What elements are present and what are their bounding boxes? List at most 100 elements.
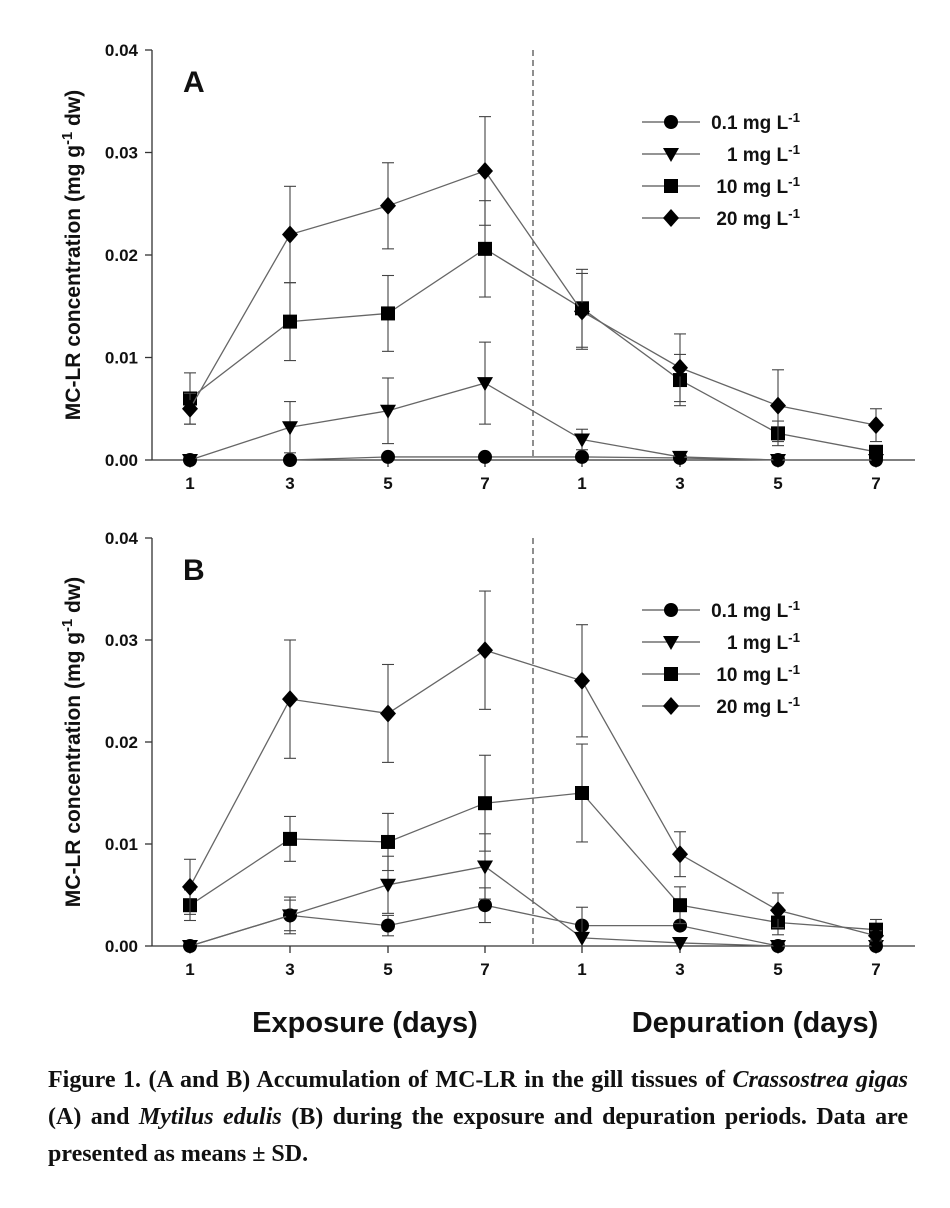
x-tick-label: 7 (871, 960, 880, 979)
data-point (770, 454, 786, 468)
data-point (182, 877, 198, 896)
data-point (380, 878, 396, 893)
series-line (189, 170, 877, 426)
legend-label: 0.1 mg L-1 (711, 110, 801, 135)
y-tick-label: 0.04 (105, 529, 139, 548)
data-point (672, 936, 688, 951)
legend-marker (663, 636, 679, 650)
data-point (282, 225, 298, 244)
data-point (478, 241, 492, 256)
x-tick-label: 7 (480, 474, 489, 493)
legend-label: 1 mg L-1 (727, 630, 801, 655)
y-axis-title: MC-LR concentration (mg g-1 dw) (60, 577, 85, 907)
data-point (381, 306, 395, 321)
x-tick-label: 1 (185, 474, 194, 493)
data-point (673, 918, 687, 933)
x-tick-label: 7 (480, 960, 489, 979)
data-point (477, 641, 493, 660)
x-tick-label: 1 (577, 960, 586, 979)
y-tick-label: 0.00 (105, 451, 138, 470)
data-point (770, 940, 786, 954)
data-point (282, 690, 298, 709)
data-point (380, 704, 396, 723)
y-tick-label: 0.02 (105, 733, 138, 752)
legend-label: 1 mg L-1 (727, 142, 801, 167)
x-group-label-depuration: Depuration (days) (632, 1007, 879, 1039)
series-diamond (182, 590, 884, 945)
data-point (770, 396, 786, 415)
caption-mid: (A) and (48, 1104, 139, 1130)
legend-label: 0.1 mg L-1 (711, 598, 801, 623)
data-point (478, 796, 492, 811)
legend-label: 20 mg L-1 (716, 206, 800, 231)
chart-panel-b: 0.00 0.01 0.02 0.03 0.04 1 3 5 7 1 3 5 7 MC-LR concen… (60, 529, 915, 979)
data-point (574, 931, 590, 946)
legend: 0.1 mg L-1 1 mg L-1 10 mg L-1 20 mg L-1 (642, 598, 801, 719)
data-point (182, 940, 198, 954)
series-line (189, 382, 876, 461)
caption-tail: (B) during the exposure and depuration p… (48, 1104, 908, 1167)
panel-letter: B (183, 554, 205, 587)
data-point (283, 453, 297, 467)
y-tick-label: 0.01 (105, 835, 138, 854)
figure-caption: Figure 1. (A and B) Accumulation of MC-L… (48, 1062, 908, 1173)
data-point (869, 444, 883, 459)
data-point (282, 421, 298, 436)
legend-marker (663, 209, 679, 227)
y-axis-title: MC-LR concentration (mg g-1 dw) (60, 90, 85, 420)
x-tick-label: 5 (773, 960, 782, 979)
data-point (478, 449, 492, 464)
legend-marker (664, 603, 678, 617)
caption-lead: Figure 1. (A and B) Accumulation of MC-L… (48, 1067, 733, 1093)
series-line (189, 649, 877, 937)
data-point (478, 898, 492, 913)
y-tick-label: 0.01 (105, 349, 138, 368)
series-line (189, 865, 876, 947)
series-triangle-down (182, 341, 884, 468)
data-point (283, 831, 297, 846)
series-line (189, 248, 877, 453)
x-tick-label: 5 (773, 474, 782, 493)
series-triangle-down (182, 833, 884, 954)
x-tick-label: 3 (285, 960, 294, 979)
data-point (672, 845, 688, 864)
x-tick-label: 3 (675, 474, 684, 493)
legend-marker (663, 148, 679, 162)
data-point (770, 901, 786, 920)
data-point (182, 399, 198, 418)
legend-label: 20 mg L-1 (716, 694, 800, 719)
data-point (381, 918, 395, 933)
legend: 0.1 mg L-1 1 mg L-1 10 mg L-1 20 mg L-1 (642, 110, 801, 231)
caption-species-2: Mytilus edulis (138, 1104, 282, 1130)
x-tick-label: 1 (577, 474, 586, 493)
data-point (380, 404, 396, 419)
x-tick-label: 5 (383, 474, 392, 493)
data-point (182, 454, 198, 468)
series-line (189, 904, 876, 947)
x-tick-label: 7 (871, 474, 880, 493)
data-point (575, 449, 589, 464)
data-point (381, 449, 395, 464)
legend-marker (664, 667, 678, 681)
data-point (868, 926, 884, 945)
x-group-label-exposure: Exposure (days) (252, 1007, 478, 1039)
data-point (380, 196, 396, 215)
caption-species-1: Crassostrea gigas (732, 1067, 908, 1093)
data-point (477, 377, 493, 392)
y-tick-label: 0.00 (105, 937, 138, 956)
data-point (575, 786, 589, 800)
legend-marker (664, 179, 678, 193)
panel-letter: A (183, 66, 205, 99)
legend-label: 10 mg L-1 (716, 662, 800, 687)
y-tick-label: 0.02 (105, 246, 138, 265)
data-point (672, 358, 688, 377)
data-point (574, 302, 590, 321)
y-tick-label: 0.03 (105, 144, 138, 163)
y-tick-label: 0.04 (105, 41, 139, 60)
x-tick-label: 5 (383, 960, 392, 979)
y-tick-label: 0.03 (105, 631, 138, 650)
series-line (189, 792, 877, 931)
legend-label: 10 mg L-1 (716, 174, 800, 199)
legend-marker (664, 115, 678, 129)
